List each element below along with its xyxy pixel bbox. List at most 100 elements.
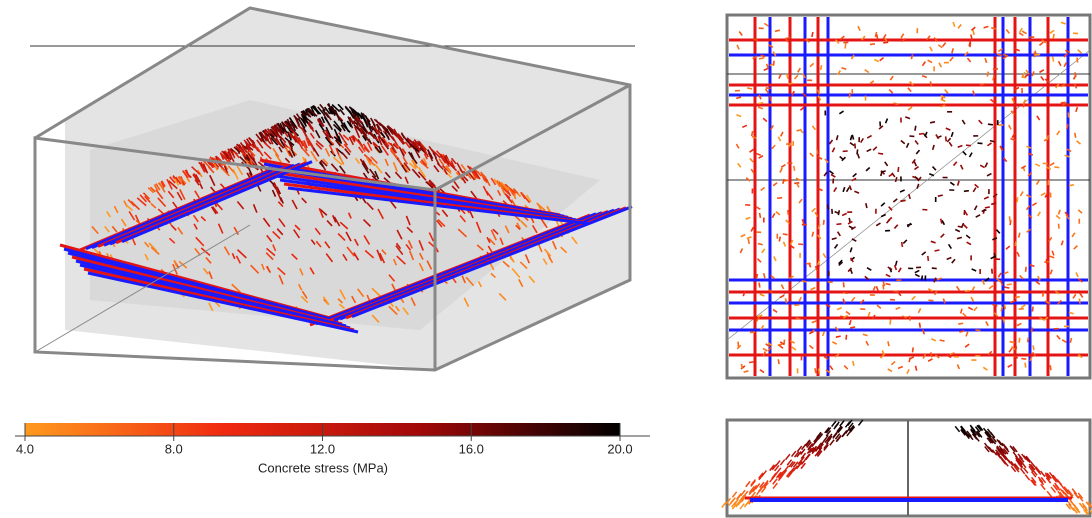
stroke bbox=[1018, 32, 1024, 37]
colorbar: Concrete stress (MPa) 4.0 8.0 12.0 16.0 20.0 bbox=[15, 423, 650, 475]
stroke bbox=[930, 337, 937, 342]
stroke bbox=[889, 75, 894, 81]
stroke bbox=[816, 431, 822, 439]
stroke bbox=[762, 351, 767, 357]
stroke bbox=[1031, 351, 1037, 357]
stroke bbox=[758, 101, 764, 105]
stroke bbox=[876, 304, 882, 309]
stroke bbox=[378, 145, 383, 153]
stroke bbox=[287, 186, 589, 225]
stroke bbox=[1029, 463, 1036, 471]
stroke bbox=[939, 218, 943, 224]
stroke bbox=[816, 149, 819, 155]
stroke bbox=[111, 225, 118, 233]
stroke bbox=[274, 153, 282, 163]
stroke bbox=[1045, 166, 1052, 171]
stroke bbox=[939, 339, 945, 342]
stroke bbox=[833, 243, 839, 249]
stroke bbox=[960, 429, 966, 436]
stroke bbox=[743, 369, 749, 374]
stroke bbox=[931, 165, 937, 171]
stroke bbox=[312, 147, 320, 157]
stroke bbox=[492, 228, 499, 235]
stroke bbox=[453, 181, 460, 189]
box-frame bbox=[33, 6, 632, 372]
stroke bbox=[941, 219, 946, 226]
stroke bbox=[297, 137, 304, 147]
stroke bbox=[921, 74, 928, 79]
stroke bbox=[971, 286, 976, 292]
stroke bbox=[902, 239, 908, 245]
stroke bbox=[408, 162, 417, 170]
stroke bbox=[758, 94, 762, 100]
stroke bbox=[389, 200, 397, 209]
stroke bbox=[1040, 483, 1046, 491]
stroke bbox=[287, 140, 293, 150]
stroke bbox=[441, 209, 449, 218]
stroke bbox=[362, 160, 369, 170]
stroke bbox=[837, 426, 844, 434]
stroke bbox=[763, 480, 769, 487]
stroke bbox=[1052, 484, 1059, 491]
stroke bbox=[1035, 280, 1041, 285]
stroke bbox=[979, 83, 985, 86]
stroke bbox=[178, 175, 187, 185]
stroke bbox=[1072, 293, 1077, 299]
stroke bbox=[974, 183, 980, 189]
stroke bbox=[381, 249, 387, 255]
stroke bbox=[805, 453, 811, 461]
stroke bbox=[823, 444, 829, 451]
stroke bbox=[911, 295, 916, 301]
stroke bbox=[927, 255, 930, 262]
stroke bbox=[310, 239, 316, 246]
stroke bbox=[983, 25, 989, 29]
stroke bbox=[762, 272, 766, 279]
stroke bbox=[284, 157, 291, 164]
stroke bbox=[342, 134, 350, 141]
stroke bbox=[878, 152, 884, 155]
stroke bbox=[913, 161, 918, 167]
stroke bbox=[875, 34, 879, 40]
stroke bbox=[339, 289, 347, 300]
stroke bbox=[428, 179, 436, 187]
stroke bbox=[995, 277, 1001, 283]
stroke bbox=[323, 116, 330, 124]
stroke bbox=[363, 146, 370, 153]
stroke bbox=[998, 445, 1005, 452]
stroke bbox=[229, 148, 235, 157]
stroke bbox=[393, 142, 399, 150]
stroke bbox=[785, 470, 792, 478]
stroke bbox=[922, 353, 927, 359]
stroke bbox=[808, 344, 814, 350]
stroke bbox=[1026, 194, 1032, 198]
stroke bbox=[459, 215, 467, 223]
stroke bbox=[121, 160, 313, 243]
stroke bbox=[1016, 197, 1019, 203]
stroke bbox=[419, 160, 429, 169]
stroke bbox=[1011, 133, 1016, 139]
stroke bbox=[814, 265, 819, 272]
stroke bbox=[246, 138, 252, 146]
stroke bbox=[995, 449, 1001, 456]
stroke bbox=[476, 170, 482, 177]
stroke bbox=[838, 259, 843, 265]
stroke bbox=[1009, 445, 1015, 452]
stroke bbox=[208, 271, 213, 280]
stroke bbox=[981, 208, 987, 213]
stroke bbox=[795, 182, 800, 188]
stroke bbox=[745, 480, 751, 488]
stroke bbox=[202, 163, 209, 174]
stroke bbox=[963, 189, 969, 193]
stroke bbox=[811, 447, 818, 455]
stroke bbox=[772, 308, 778, 313]
stroke bbox=[733, 498, 739, 506]
stroke bbox=[213, 163, 219, 171]
stroke bbox=[1039, 69, 1045, 74]
stroke bbox=[741, 124, 748, 129]
stroke bbox=[818, 443, 824, 450]
stroke bbox=[315, 142, 323, 150]
stroke bbox=[1046, 135, 1050, 141]
stroke bbox=[389, 147, 396, 155]
stroke bbox=[759, 481, 765, 489]
stroke bbox=[410, 152, 415, 160]
